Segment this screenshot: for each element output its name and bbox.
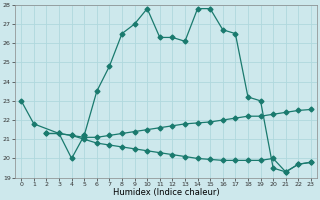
X-axis label: Humidex (Indice chaleur): Humidex (Indice chaleur) <box>113 188 220 197</box>
